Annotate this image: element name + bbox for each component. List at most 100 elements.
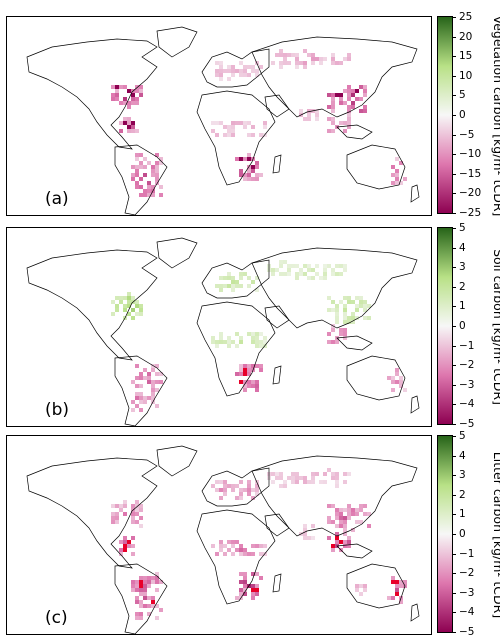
grid-cell-south-america bbox=[155, 173, 159, 177]
grid-cell-central-africa bbox=[263, 544, 267, 548]
grid-cell-russia-siberia bbox=[311, 476, 315, 480]
coastline-southeast-asia-islands bbox=[336, 335, 373, 351]
grid-cell-central-africa bbox=[219, 548, 223, 552]
grid-cell-europe bbox=[231, 488, 235, 492]
grid-cell-east-australia bbox=[391, 181, 395, 185]
grid-cell-eastern-us bbox=[135, 312, 139, 316]
grid-cell-south-america bbox=[155, 153, 159, 157]
grid-cell-russia-siberia bbox=[343, 480, 347, 484]
grid-cell-southeast-asia bbox=[327, 129, 331, 133]
grid-cell-south-america bbox=[147, 612, 151, 616]
coastline-africa bbox=[196, 301, 276, 397]
grid-cell-south-america bbox=[143, 368, 147, 372]
grid-cell-east-asia bbox=[359, 97, 363, 101]
grid-cell-east-asia bbox=[351, 105, 355, 109]
grid-cell-india bbox=[307, 113, 311, 117]
grid-cell-central-africa bbox=[263, 121, 267, 125]
grid-cell-russia-siberia bbox=[295, 53, 299, 57]
grid-cell-east-asia bbox=[363, 504, 367, 508]
grid-cell-southeast-asia bbox=[327, 332, 331, 336]
grid-cell-russia-siberia bbox=[323, 268, 327, 272]
grid-cell-central-africa bbox=[215, 340, 219, 344]
grid-cell-southern-africa bbox=[255, 584, 259, 588]
grid-cell-europe bbox=[247, 484, 251, 488]
grid-cell-russia-siberia bbox=[291, 480, 295, 484]
coastline-north-america bbox=[26, 38, 158, 150]
grid-cell-eastern-us bbox=[139, 85, 143, 89]
grid-cell-east-asia bbox=[351, 300, 355, 304]
grid-cell-central-america bbox=[127, 117, 131, 121]
grid-cell-east-australia bbox=[395, 157, 399, 161]
grid-cell-eastern-us bbox=[127, 312, 131, 316]
grid-cell-russia-siberia bbox=[311, 53, 315, 57]
coastline-arabia bbox=[264, 513, 290, 537]
grid-cell-central-africa bbox=[251, 340, 255, 344]
grid-cell-south-america bbox=[139, 612, 143, 616]
grid-cell-europe bbox=[251, 65, 255, 69]
grid-cell-eastern-us bbox=[111, 85, 115, 89]
grid-cell-russia-siberia bbox=[303, 264, 307, 268]
grid-cell-central-africa bbox=[211, 544, 215, 548]
grid-cell-europe bbox=[243, 65, 247, 69]
grid-cell-india bbox=[315, 109, 319, 113]
grid-cell-southeast-asia bbox=[327, 536, 331, 540]
grid-cell-russia-siberia bbox=[279, 49, 283, 53]
grid-cell-central-africa bbox=[263, 336, 267, 340]
grid-cell-russia-siberia bbox=[331, 53, 335, 57]
grid-cell-south-america bbox=[139, 392, 143, 396]
grid-cell-eastern-us bbox=[123, 101, 127, 105]
grid-cell-russia-siberia bbox=[279, 264, 283, 268]
grid-cell-india bbox=[307, 109, 311, 113]
grid-cell-europe bbox=[227, 272, 231, 276]
grid-cell-east-asia bbox=[351, 312, 355, 316]
grid-cell-europe bbox=[223, 492, 227, 496]
grid-cell-southern-africa bbox=[255, 388, 259, 392]
grid-cell-europe bbox=[239, 276, 243, 280]
grid-cell-russia-siberia bbox=[303, 476, 307, 480]
grid-cell-extreme bbox=[123, 544, 127, 548]
grid-cell-russia-siberia bbox=[287, 61, 291, 65]
grid-cell-southeast-asia bbox=[343, 332, 347, 336]
grid-cell-extreme bbox=[355, 89, 359, 93]
grid-cell-central-america bbox=[119, 121, 123, 125]
grid-cell-southern-africa bbox=[243, 157, 247, 161]
grid-cell-east-asia bbox=[363, 300, 367, 304]
grid-cell-south-america bbox=[155, 576, 159, 580]
grid-cell-russia-siberia bbox=[323, 57, 327, 61]
grid-cell-extreme bbox=[131, 121, 135, 125]
grid-cell-south-america bbox=[135, 392, 139, 396]
grid-cell-central-america bbox=[135, 129, 139, 133]
coastline-southeast-asia-islands bbox=[336, 543, 373, 559]
grid-cell-india bbox=[303, 528, 307, 532]
grid-cell-southeast-asia bbox=[327, 117, 331, 121]
grid-cell-south-america bbox=[159, 157, 163, 161]
grid-cell-russia-siberia bbox=[295, 472, 299, 476]
grid-cell-europe bbox=[247, 284, 251, 288]
grid-cell-east-australia bbox=[399, 161, 403, 165]
grid-cell-central-africa bbox=[251, 133, 255, 137]
grid-cell-russia-siberia bbox=[327, 468, 331, 472]
grid-cell-south-america bbox=[155, 165, 159, 169]
grid-cell-south-america bbox=[143, 400, 147, 404]
grid-cell-southern-africa bbox=[243, 173, 247, 177]
grid-cell-eastern-us bbox=[131, 512, 135, 516]
grid-cell-russia-siberia bbox=[307, 53, 311, 57]
grid-cell-eastern-us bbox=[123, 308, 127, 312]
grid-cell-south-america bbox=[135, 181, 139, 185]
grid-cell-europe bbox=[255, 492, 259, 496]
grid-cell-central-africa bbox=[227, 548, 231, 552]
grid-cell-southern-africa bbox=[255, 165, 259, 169]
grid-cell-east-australia bbox=[395, 368, 399, 372]
colorbar-label-text: Vegetation carbon [kg/m² tCDR] bbox=[491, 16, 500, 216]
grid-cell-east-asia bbox=[351, 89, 355, 93]
grid-cell-south-america bbox=[155, 572, 159, 576]
grid-cell-eastern-us bbox=[111, 93, 115, 97]
grid-cell-russia-siberia bbox=[307, 264, 311, 268]
grid-cell-east-asia bbox=[347, 105, 351, 109]
grid-cell-central-africa bbox=[219, 544, 223, 548]
grid-cell-east-asia bbox=[347, 296, 351, 300]
grid-cell-extreme bbox=[391, 580, 395, 584]
grid-cell-south-america bbox=[131, 400, 135, 404]
grid-cell-russia-siberia bbox=[311, 57, 315, 61]
grid-cell-east-asia bbox=[327, 308, 331, 312]
